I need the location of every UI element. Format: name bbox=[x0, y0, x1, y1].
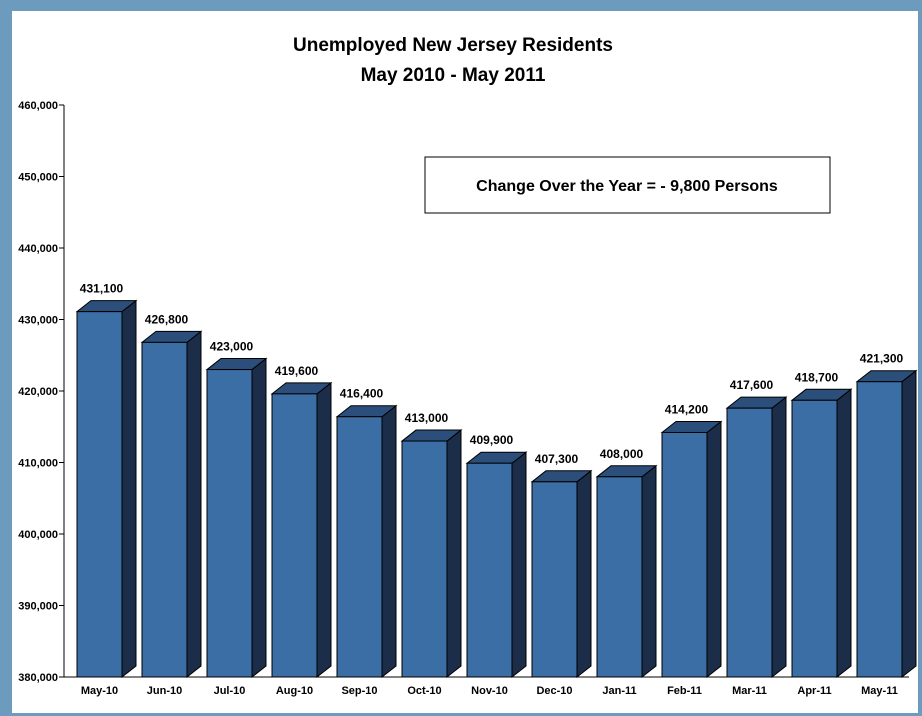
bar-mar-11: 417,600 bbox=[725, 378, 788, 679]
x-tick-label: Aug-10 bbox=[276, 685, 313, 697]
bar-front bbox=[336, 416, 383, 678]
bar-may-10: 431,100 bbox=[75, 282, 138, 679]
data-label: 431,100 bbox=[80, 282, 124, 296]
bar-front bbox=[466, 462, 513, 678]
bar-feb-11: 414,200 bbox=[660, 402, 723, 679]
bar-front bbox=[726, 407, 773, 678]
bar-front bbox=[141, 341, 188, 678]
chart-subtitle: May 2010 - May 2011 bbox=[361, 65, 546, 86]
bar-front bbox=[271, 393, 318, 678]
data-label: 419,600 bbox=[275, 364, 319, 378]
bar-side bbox=[576, 469, 592, 679]
x-tick-label: Jan-11 bbox=[602, 685, 636, 697]
data-label: 413,000 bbox=[405, 411, 449, 425]
bar-nov-10: 409,900 bbox=[465, 433, 528, 679]
bar-dec-10: 407,300 bbox=[530, 452, 593, 679]
bar-side bbox=[316, 381, 332, 679]
data-label: 417,600 bbox=[730, 378, 774, 392]
annotation-box: Change Over the Year = - 9,800 Persons bbox=[424, 156, 831, 214]
data-label: 409,900 bbox=[470, 433, 514, 447]
bar-front bbox=[596, 476, 643, 678]
y-tick-label: 440,000 bbox=[18, 243, 58, 255]
bar-oct-10: 413,000 bbox=[400, 411, 463, 679]
bar-side bbox=[446, 429, 462, 679]
data-label: 421,300 bbox=[860, 352, 904, 366]
bar-side bbox=[186, 330, 202, 679]
bars: 431,100 426,800 423,000 419,600 416,400 413,0… bbox=[75, 282, 918, 679]
bar-apr-11: 418,700 bbox=[790, 370, 853, 679]
data-label: 408,000 bbox=[600, 447, 644, 461]
bar-front bbox=[661, 431, 708, 678]
x-tick-label: Oct-10 bbox=[407, 685, 441, 697]
bar-front bbox=[206, 369, 253, 678]
data-label: 414,200 bbox=[665, 402, 709, 416]
x-tick-label: Feb-11 bbox=[667, 685, 702, 697]
y-tick-label: 410,000 bbox=[18, 458, 58, 470]
bar-jul-10: 423,000 bbox=[205, 340, 268, 679]
data-label: 418,700 bbox=[795, 370, 839, 384]
x-tick-label: Apr-11 bbox=[797, 685, 831, 697]
bar-aug-10: 419,600 bbox=[270, 364, 333, 679]
y-tick-label: 450,000 bbox=[18, 172, 58, 184]
bar-side bbox=[706, 420, 722, 679]
chart-canvas: Unemployed New Jersey Residents May 2010… bbox=[18, 35, 918, 697]
y-axis: 380,000 390,000 400,000 410,000 420,000 430,0… bbox=[18, 100, 909, 684]
data-label: 407,300 bbox=[535, 452, 579, 466]
bar-jun-10: 426,800 bbox=[140, 312, 203, 679]
bar-side bbox=[771, 396, 787, 679]
bar-side bbox=[381, 404, 397, 679]
bar-front bbox=[76, 311, 123, 678]
bar-side bbox=[251, 357, 267, 679]
bar-may-11: 421,300 bbox=[855, 352, 918, 679]
x-tick-label: Sep-10 bbox=[341, 685, 377, 697]
chart-title: Unemployed New Jersey Residents bbox=[293, 35, 613, 56]
bar-side bbox=[836, 388, 852, 679]
data-label: 416,400 bbox=[340, 387, 384, 401]
y-tick-label: 380,000 bbox=[18, 672, 58, 684]
y-tick-label: 460,000 bbox=[18, 100, 58, 112]
bar-front bbox=[856, 381, 903, 678]
x-tick-label: Jun-10 bbox=[147, 685, 182, 697]
bar-front bbox=[791, 399, 838, 678]
bar-sep-10: 416,400 bbox=[335, 387, 398, 679]
x-axis-labels: May-10 Jun-10 Jul-10 Aug-10 Sep-10 Oct-10 Nov-… bbox=[81, 685, 898, 697]
bar-side bbox=[901, 369, 917, 679]
y-tick-label: 390,000 bbox=[18, 601, 58, 613]
x-tick-label: Mar-11 bbox=[732, 685, 767, 697]
x-tick-label: Jul-10 bbox=[214, 685, 246, 697]
data-label: 423,000 bbox=[210, 340, 254, 354]
x-tick-label: May-10 bbox=[81, 685, 118, 697]
x-tick-label: May-11 bbox=[861, 685, 898, 697]
x-tick-label: Nov-10 bbox=[471, 685, 508, 697]
bar-front bbox=[401, 440, 448, 678]
bar-side bbox=[641, 464, 657, 679]
x-tick-label: Dec-10 bbox=[536, 685, 572, 697]
bar-side bbox=[511, 451, 527, 679]
bar-jan-11: 408,000 bbox=[595, 447, 658, 679]
bar-side bbox=[121, 299, 137, 679]
annotation-text: Change Over the Year = - 9,800 Persons bbox=[476, 178, 778, 195]
y-tick-label: 400,000 bbox=[18, 529, 58, 541]
chart-frame: Unemployed New Jersey Residents May 2010… bbox=[12, 11, 918, 713]
data-label: 426,800 bbox=[145, 312, 189, 326]
bar-front bbox=[531, 481, 578, 678]
y-tick-label: 420,000 bbox=[18, 386, 58, 398]
y-tick-label: 430,000 bbox=[18, 315, 58, 327]
